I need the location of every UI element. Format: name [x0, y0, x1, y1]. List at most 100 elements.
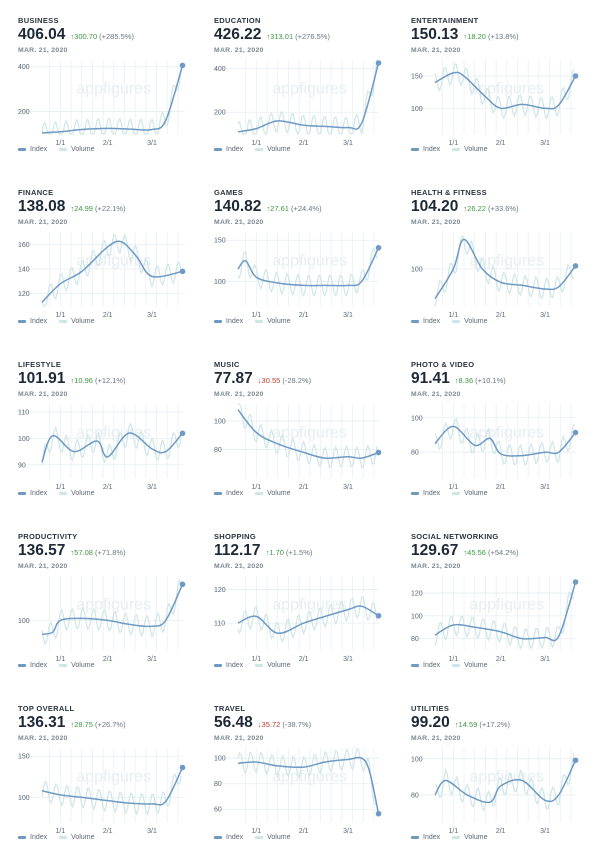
- change-percent: (+71.8%): [94, 548, 126, 557]
- y-tick-label: 400: [214, 66, 226, 73]
- watermark-logo: appfigures: [272, 252, 347, 269]
- legend-label-index[interactable]: Index: [226, 146, 244, 153]
- chart-title: EDUCATION: [214, 16, 261, 25]
- chart-legend: Index Volume: [214, 146, 290, 153]
- legend-swatch-index: [18, 492, 26, 495]
- change-indicator: ↑300.70 (+285.5%): [70, 32, 134, 41]
- legend-label-index[interactable]: Index: [30, 318, 48, 325]
- index-endpoint[interactable]: [179, 430, 186, 437]
- index-endpoint[interactable]: [572, 757, 579, 764]
- legend-label-index[interactable]: Index: [423, 146, 441, 153]
- legend-label-volume[interactable]: Volume: [71, 834, 95, 841]
- change-indicator: ↓35.72 (-38.7%): [258, 720, 311, 729]
- legend-label-index[interactable]: Index: [226, 662, 244, 669]
- x-tick-label: 3/1: [343, 484, 353, 491]
- index-endpoint[interactable]: [375, 449, 382, 456]
- legend-swatch-volume: [255, 836, 264, 839]
- index-value: 406.04: [18, 26, 66, 43]
- legend-label-volume[interactable]: Volume: [464, 662, 488, 669]
- arrow-up-icon: ↑: [70, 32, 75, 41]
- legend-swatch-index: [411, 492, 419, 495]
- legend-label-volume[interactable]: Volume: [71, 490, 95, 497]
- index-endpoint[interactable]: [179, 764, 186, 771]
- legend-label-volume[interactable]: Volume: [464, 318, 488, 325]
- change-indicator: ↑57.08 (+71.8%): [70, 548, 125, 557]
- legend-label-volume[interactable]: Volume: [267, 318, 291, 325]
- x-tick-label: 3/1: [540, 312, 550, 319]
- index-endpoint[interactable]: [572, 73, 579, 79]
- index-endpoint[interactable]: [375, 244, 382, 251]
- change-value: 300.70: [74, 32, 98, 41]
- as-of-date: MAR. 21, 2020: [411, 563, 461, 570]
- index-endpoint[interactable]: [375, 60, 382, 66]
- chart-title: PRODUCTIVITY: [18, 532, 78, 541]
- x-tick-label: 2/1: [299, 140, 309, 147]
- watermark-logo: appfigures: [469, 596, 544, 613]
- index-endpoint[interactable]: [572, 579, 579, 585]
- index-endpoint[interactable]: [179, 268, 186, 275]
- y-tick-label: 60: [214, 807, 222, 814]
- volume-series-line: [237, 747, 378, 805]
- legend-label-volume[interactable]: Volume: [267, 834, 291, 841]
- legend-label-index[interactable]: Index: [30, 662, 48, 669]
- change-value: 30.55: [261, 376, 281, 385]
- legend-label-index[interactable]: Index: [226, 490, 244, 497]
- x-tick-label: 3/1: [540, 656, 550, 663]
- y-tick-label: 100: [18, 436, 30, 443]
- index-endpoint[interactable]: [179, 581, 186, 588]
- chart-legend: Index Volume: [214, 662, 290, 669]
- change-value: 26.22: [467, 204, 486, 213]
- x-tick-label: 2/1: [299, 312, 309, 319]
- legend-label-index[interactable]: Index: [30, 834, 48, 841]
- chart-legend: Index Volume: [18, 834, 94, 841]
- index-endpoint[interactable]: [375, 612, 382, 619]
- legend-label-volume[interactable]: Volume: [267, 146, 291, 153]
- change-indicator: ↓30.55 (-28.2%): [258, 376, 311, 385]
- change-indicator: ↑14.59 (+17.2%): [455, 720, 510, 729]
- line-chart: 400 200 appfigures 1/1 2/1 3/1: [18, 60, 186, 147]
- legend-label-index[interactable]: Index: [226, 834, 244, 841]
- y-tick-label: 80: [411, 450, 419, 457]
- index-endpoint[interactable]: [375, 810, 382, 817]
- change-percent: (+285.5%): [99, 32, 134, 41]
- change-percent: (+12.1%): [94, 376, 126, 385]
- x-tick-label: 1/1: [251, 312, 261, 319]
- y-tick-label: 100: [411, 756, 423, 763]
- chart-card: HEALTH & FITNESS 104.20 ↑26.22 (+33.6%) MAR.…: [411, 188, 591, 348]
- legend-label-volume[interactable]: Volume: [267, 662, 291, 669]
- chart-legend: Index Volume: [411, 834, 487, 841]
- chart-card: PHOTO & VIDEO 91.41 ↑8.36 (+10.1%) MAR. 21, …: [411, 360, 591, 520]
- x-tick-label: 1/1: [251, 828, 261, 835]
- change-percent: (+33.6%): [487, 204, 519, 213]
- chart-legend: Index Volume: [18, 318, 94, 325]
- legend-swatch-volume: [452, 664, 461, 667]
- legend-label-index[interactable]: Index: [423, 318, 441, 325]
- index-value: 104.20: [411, 198, 459, 215]
- legend-label-volume[interactable]: Volume: [71, 662, 95, 669]
- legend-label-volume[interactable]: Volume: [464, 490, 488, 497]
- legend-label-volume[interactable]: Volume: [71, 318, 95, 325]
- legend-label-index[interactable]: Index: [423, 662, 441, 669]
- legend-label-index[interactable]: Index: [423, 490, 441, 497]
- x-tick-label: 2/1: [299, 484, 309, 491]
- legend-swatch-index: [214, 148, 222, 151]
- headline: 140.82 ↑27.61 (+24.4%): [214, 198, 322, 216]
- as-of-date: MAR. 21, 2020: [214, 563, 264, 570]
- legend-label-index[interactable]: Index: [226, 318, 244, 325]
- legend-label-index[interactable]: Index: [30, 490, 48, 497]
- legend-label-index[interactable]: Index: [423, 834, 441, 841]
- headline: 99.20 ↑14.59 (+17.2%): [411, 714, 510, 732]
- legend-label-volume[interactable]: Volume: [267, 490, 291, 497]
- index-endpoint[interactable]: [179, 62, 186, 69]
- chart-legend: Index Volume: [18, 146, 94, 153]
- index-series-line: [237, 409, 379, 459]
- legend-swatch-volume: [59, 664, 68, 667]
- legend-label-volume[interactable]: Volume: [464, 146, 488, 153]
- legend-label-index[interactable]: Index: [30, 146, 48, 153]
- index-endpoint[interactable]: [572, 429, 579, 436]
- legend-label-volume[interactable]: Volume: [464, 834, 488, 841]
- chart-legend: Index Volume: [411, 662, 487, 669]
- index-endpoint[interactable]: [572, 263, 579, 269]
- legend-label-volume[interactable]: Volume: [71, 146, 95, 153]
